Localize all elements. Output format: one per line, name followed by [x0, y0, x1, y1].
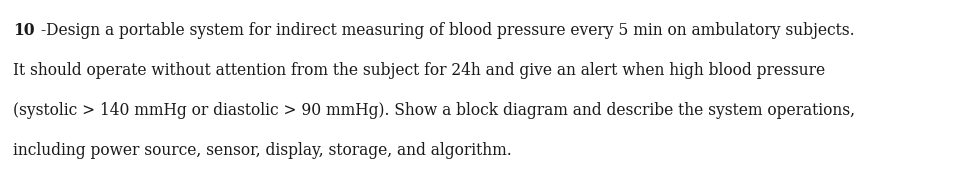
Text: -Design a portable system for indirect measuring of blood pressure every 5 min o: -Design a portable system for indirect m…	[41, 22, 854, 39]
Text: 10: 10	[13, 22, 34, 39]
Text: It should operate without attention from the subject for 24h and give an alert w: It should operate without attention from…	[13, 62, 825, 79]
Text: including power source, sensor, display, storage, and algorithm.: including power source, sensor, display,…	[13, 142, 512, 159]
Text: (systolic > 140 mmHg or diastolic > 90 mmHg). Show a block diagram and describe : (systolic > 140 mmHg or diastolic > 90 m…	[13, 102, 855, 119]
